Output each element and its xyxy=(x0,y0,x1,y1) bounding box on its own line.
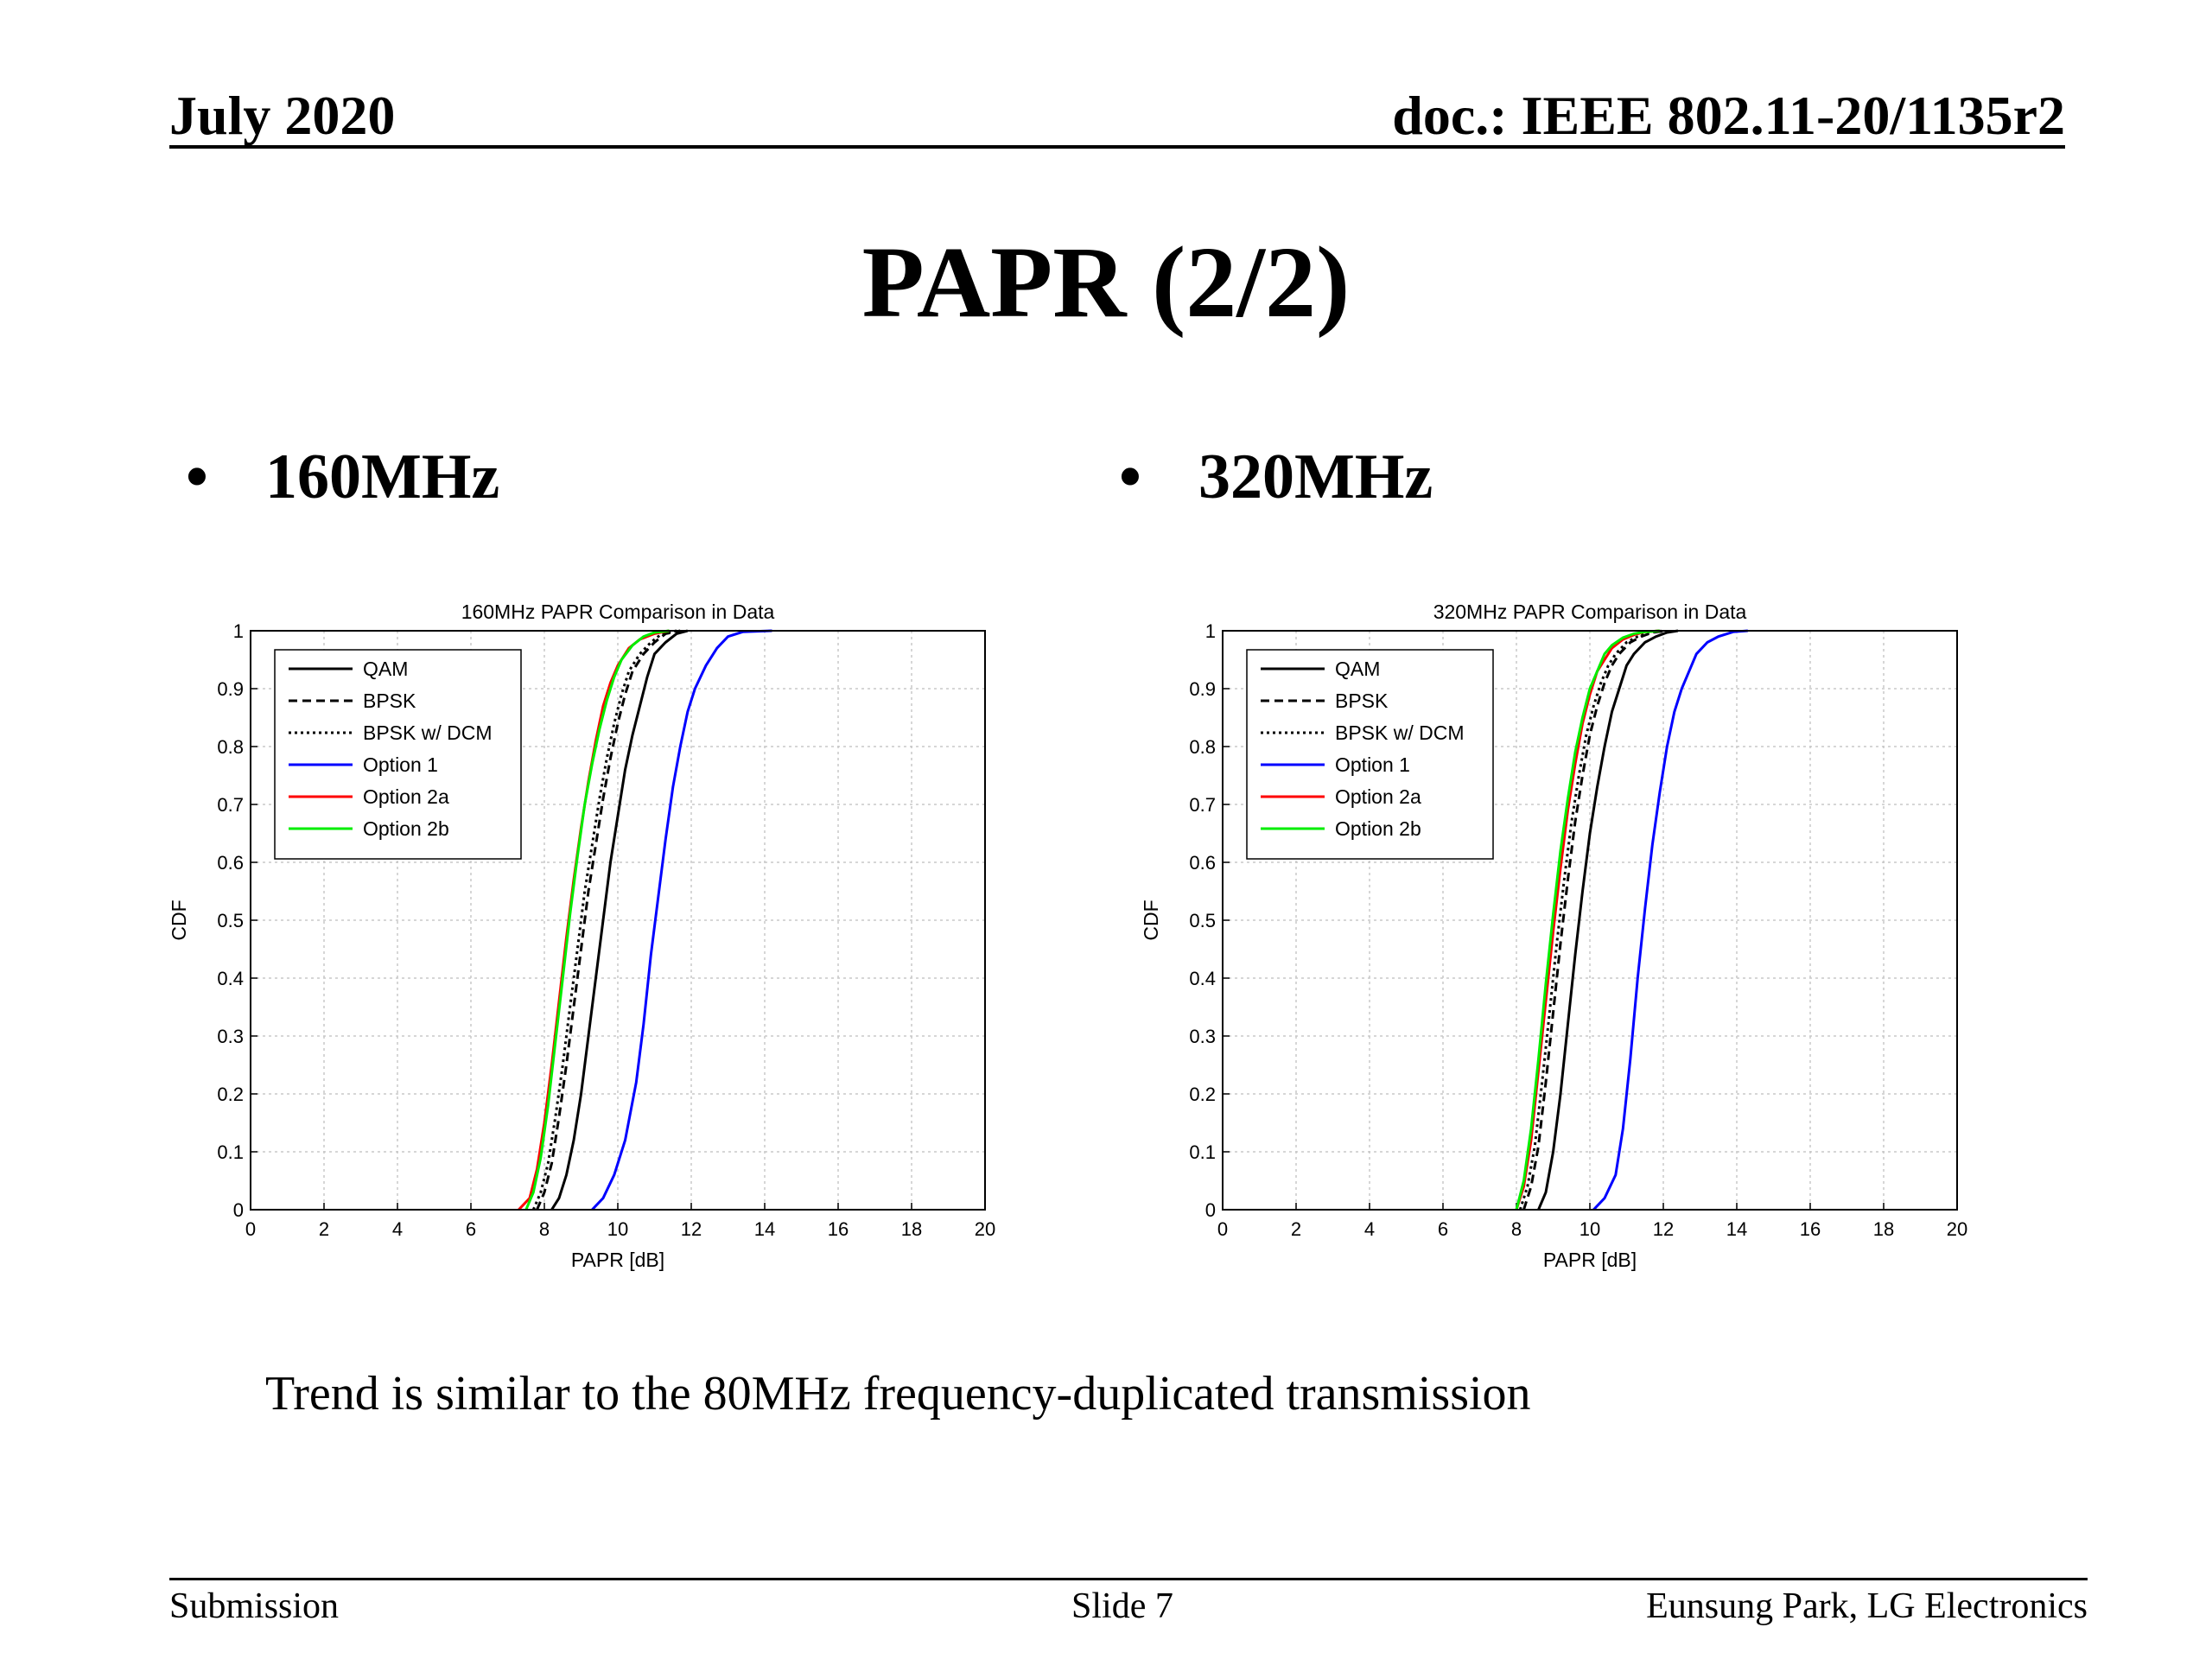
chart-320mhz: 0 2 4 6 8 10 12 14 16 18 20 0 0.1 0.2 0.3 0.4 0.5 0.6 0.7 0… xyxy=(1140,601,1967,1271)
legend-label: BPSK w/ DCM xyxy=(1335,721,1465,744)
bullet-label: 320MHz xyxy=(1198,442,1433,512)
y-tick-label: 0.5 xyxy=(217,910,244,931)
footer-rule xyxy=(169,1578,2088,1580)
header-doc-id: doc.: IEEE 802.11-20/1135r2 xyxy=(1392,85,2065,146)
series-line-option-1 xyxy=(1592,629,1748,1211)
x-tick-label: 12 xyxy=(681,1218,702,1240)
bullet-label: 160MHz xyxy=(265,442,500,512)
x-tick-label: 18 xyxy=(901,1218,922,1240)
legend-label: Option 1 xyxy=(363,753,438,776)
footer-submission: Submission xyxy=(169,1586,340,1626)
x-tick-label: 0 xyxy=(245,1218,256,1240)
y-tick-label: 0.6 xyxy=(217,852,244,874)
x-tick-label: 12 xyxy=(1653,1218,1674,1240)
y-tick-label: 0.2 xyxy=(217,1084,244,1105)
x-tick-label: 6 xyxy=(466,1218,476,1240)
legend-box xyxy=(274,649,522,860)
x-tick-label: 8 xyxy=(1511,1218,1522,1240)
plot-frame xyxy=(250,630,986,1211)
x-tick-label: 2 xyxy=(319,1218,329,1240)
plot-frame xyxy=(1222,630,1958,1211)
y-tick-label: 0.8 xyxy=(1189,736,1216,758)
y-axis-label: CDF xyxy=(168,899,190,940)
y-tick-label: 0.4 xyxy=(1189,968,1216,989)
y-tick-label: 0.3 xyxy=(1189,1026,1216,1047)
y-tick-label: 1 xyxy=(1205,620,1216,642)
y-tick-label: 0.1 xyxy=(217,1141,244,1163)
x-tick-label: 20 xyxy=(1947,1218,1967,1240)
series-line-option-2b xyxy=(1515,629,1660,1211)
x-tick-label: 0 xyxy=(1217,1218,1228,1240)
legend-label: BPSK w/ DCM xyxy=(363,721,493,744)
legend-label: QAM xyxy=(1335,658,1380,680)
header-rule xyxy=(169,145,2065,149)
x-tick-label: 4 xyxy=(1364,1218,1375,1240)
x-tick-label: 4 xyxy=(392,1218,403,1240)
legend-label: BPSK xyxy=(363,690,416,712)
y-tick-label: 0.8 xyxy=(217,736,244,758)
series-line-option-2b xyxy=(524,629,670,1211)
x-axis-label: PAPR [dB] xyxy=(1543,1249,1637,1271)
x-tick-label: 6 xyxy=(1438,1218,1448,1240)
x-tick-label: 8 xyxy=(539,1218,550,1240)
y-tick-label: 0 xyxy=(233,1199,244,1221)
legend-label: QAM xyxy=(363,658,408,680)
footer-author: Eunsung Park, LG Electronics xyxy=(1646,1586,2088,1626)
x-axis-label: PAPR [dB] xyxy=(571,1249,664,1271)
y-tick-label: 0.2 xyxy=(1189,1084,1216,1105)
series-line-bpsk-w-dcm xyxy=(531,629,677,1211)
x-tick-label: 16 xyxy=(1800,1218,1821,1240)
x-tick-label: 2 xyxy=(1291,1218,1301,1240)
y-tick-label: 0.5 xyxy=(1189,910,1216,931)
y-tick-label: 0.1 xyxy=(1189,1141,1216,1163)
chart-160mhz: 0 2 4 6 8 10 12 14 16 18 20 0 0.1 0.2 0.3 0.4 0.5 0.6 0.7 0… xyxy=(168,601,995,1271)
y-tick-label: 0.9 xyxy=(217,678,244,700)
series-line-bpsk xyxy=(536,629,681,1211)
y-tick-label: 1 xyxy=(233,620,244,642)
legend-box xyxy=(1246,649,1494,860)
slide-title: PAPR (2/2) xyxy=(861,226,1351,339)
x-tick-label: 16 xyxy=(828,1218,849,1240)
y-tick-label: 0.7 xyxy=(217,794,244,816)
legend-label: Option 2a xyxy=(1335,785,1421,808)
x-tick-label: 18 xyxy=(1873,1218,1894,1240)
y-tick-label: 0.9 xyxy=(1189,678,1216,700)
y-tick-label: 0.3 xyxy=(217,1026,244,1047)
legend-label: Option 2a xyxy=(363,785,449,808)
y-tick-label: 0 xyxy=(1205,1199,1216,1221)
footer-slide-number: Slide 7 xyxy=(1071,1586,1173,1626)
legend-label: Option 2b xyxy=(1335,817,1421,840)
x-tick-label: 10 xyxy=(1580,1218,1600,1240)
bullet-marker: • xyxy=(1119,442,1141,512)
x-tick-label: 14 xyxy=(1726,1218,1747,1240)
series-line-option-1 xyxy=(591,629,772,1211)
legend-label: Option 1 xyxy=(1335,753,1410,776)
series-line-qam xyxy=(550,629,689,1211)
legend-label: BPSK xyxy=(1335,690,1389,712)
legend-label: Option 2b xyxy=(363,817,449,840)
series-line-qam xyxy=(1537,629,1679,1211)
y-tick-label: 0.4 xyxy=(217,968,244,989)
chart-title: 160MHz PAPR Comparison in Data xyxy=(461,601,775,623)
x-tick-label: 14 xyxy=(754,1218,775,1240)
x-tick-label: 20 xyxy=(975,1218,995,1240)
y-tick-label: 0.7 xyxy=(1189,794,1216,816)
chart-title: 320MHz PAPR Comparison in Data xyxy=(1433,601,1747,623)
trend-note: Trend is similar to the 80MHz frequency-… xyxy=(265,1367,1531,1421)
series-line-bpsk xyxy=(1522,629,1668,1211)
bullet-marker: • xyxy=(186,442,208,512)
y-axis-label: CDF xyxy=(1140,899,1162,940)
header-date: July 2020 xyxy=(169,85,396,146)
x-tick-label: 10 xyxy=(607,1218,628,1240)
y-tick-label: 0.6 xyxy=(1189,852,1216,874)
